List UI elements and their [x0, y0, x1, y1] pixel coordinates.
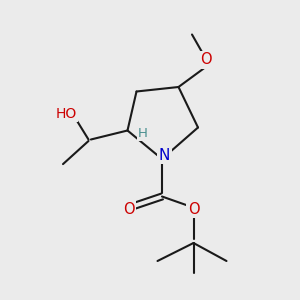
Text: O: O: [123, 202, 135, 217]
Text: O: O: [188, 202, 199, 217]
Text: N: N: [159, 148, 170, 163]
Text: H: H: [138, 127, 148, 140]
Text: O: O: [200, 52, 211, 68]
Text: HO: HO: [56, 107, 76, 121]
